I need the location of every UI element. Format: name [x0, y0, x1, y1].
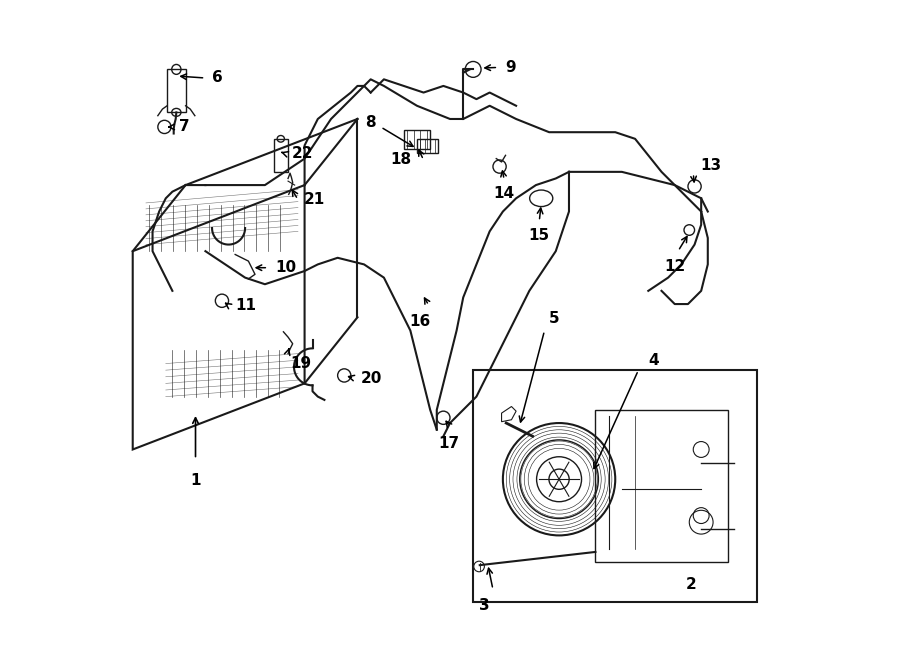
Text: 6: 6 [212, 71, 223, 85]
Text: 3: 3 [479, 598, 490, 613]
Text: 19: 19 [290, 356, 311, 371]
Text: 11: 11 [235, 298, 256, 313]
Text: 10: 10 [274, 260, 296, 275]
Text: 1: 1 [190, 473, 201, 488]
Bar [404, 130, 430, 149]
Text: 2: 2 [686, 578, 697, 592]
Text: 4: 4 [648, 353, 659, 368]
Text: 17: 17 [438, 436, 459, 451]
Text: 9: 9 [505, 60, 516, 75]
Text: 21: 21 [303, 192, 325, 207]
Text: 14: 14 [493, 186, 515, 202]
Text: 22: 22 [292, 146, 313, 161]
Circle shape [473, 561, 484, 572]
Text: 15: 15 [528, 228, 550, 243]
Bar [167, 69, 185, 112]
Text: 20: 20 [361, 371, 382, 385]
Text: 12: 12 [664, 259, 686, 274]
Text: 18: 18 [391, 153, 411, 167]
Text: 5: 5 [549, 311, 560, 326]
Bar [417, 139, 438, 153]
Bar [274, 139, 288, 172]
Text: 8: 8 [365, 115, 376, 130]
Text: 16: 16 [410, 314, 431, 329]
Text: 7: 7 [179, 120, 190, 134]
Bar [473, 370, 758, 602]
Polygon shape [501, 407, 516, 422]
Text: 13: 13 [700, 158, 721, 173]
